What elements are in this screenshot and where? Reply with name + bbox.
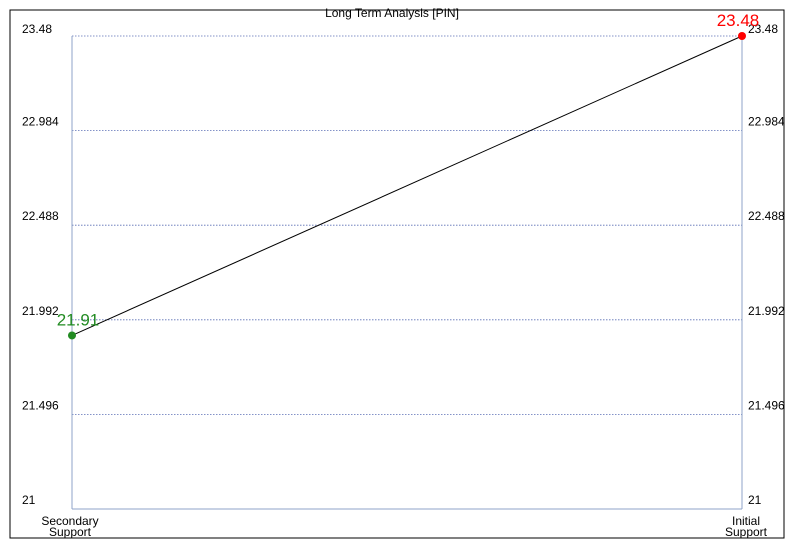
y-axis-left-ticks: 21 21.496 21.992 22.488 22.984 23.48 xyxy=(22,22,59,507)
chart-border xyxy=(9,9,785,539)
y-tick-label-right: 21.992 xyxy=(748,304,785,318)
series-line xyxy=(71,35,743,336)
y-tick-label-right: 21 xyxy=(748,493,762,507)
y-tick-label-left: 22.488 xyxy=(22,209,59,223)
x-tick-label: Secondary Support xyxy=(41,514,98,539)
data-points xyxy=(68,32,746,340)
y-tick-label-right: 21.496 xyxy=(748,398,785,412)
data-labels: 21.91 23.48 xyxy=(57,11,760,329)
y-tick-label-left: 21.992 xyxy=(22,304,59,318)
y-tick-label-left: 21.496 xyxy=(22,398,59,412)
y-tick-label-right: 22.984 xyxy=(748,115,785,129)
y-tick-label-right: 22.488 xyxy=(748,209,785,223)
data-label: 21.91 xyxy=(57,310,100,329)
data-label: 23.48 xyxy=(717,11,760,30)
x-axis-labels: Secondary Support Initial Support xyxy=(41,514,767,539)
chart-title: Long Term Analysis [PIN] xyxy=(325,6,459,20)
axes xyxy=(71,36,743,510)
data-point xyxy=(738,32,746,40)
y-tick-label-left: 21 xyxy=(22,493,36,507)
y-tick-label-left: 23.48 xyxy=(22,22,52,36)
y-tick-label-right: 23.48 xyxy=(748,22,778,36)
data-point xyxy=(68,331,76,340)
grid-lines xyxy=(72,35,742,415)
y-axis-right-ticks: 21 21.496 21.992 22.488 22.984 23.48 xyxy=(748,22,785,507)
series-line-path xyxy=(71,35,743,336)
x-tick-label: Initial Support xyxy=(725,514,768,539)
y-tick-label-left: 22.984 xyxy=(22,115,59,129)
